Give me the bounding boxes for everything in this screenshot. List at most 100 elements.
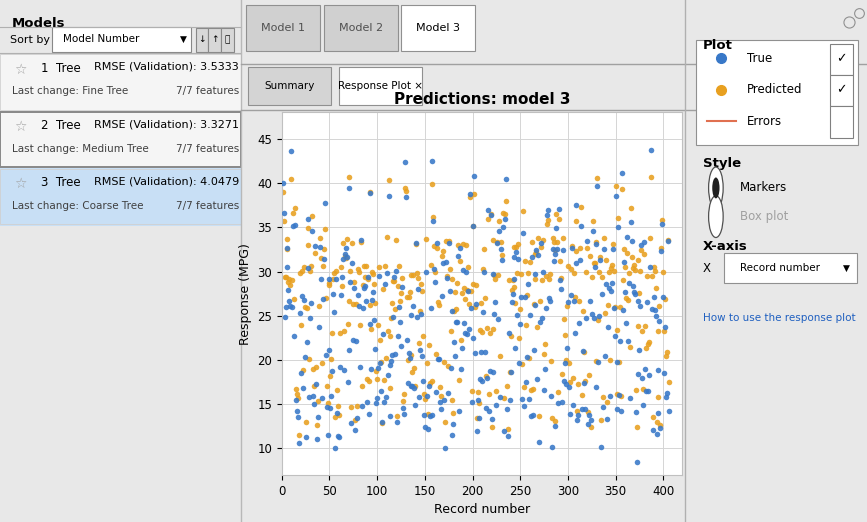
Point: [480, 374, 494, 383]
Point: [486, 236, 499, 244]
Point: [355, 402, 368, 410]
Point: [552, 205, 566, 213]
Point: [639, 344, 653, 352]
Point: [620, 233, 634, 241]
Point: [581, 420, 595, 429]
Point: [328, 308, 342, 316]
Point: [300, 303, 314, 312]
Text: Last change: Medium Tree: Last change: Medium Tree: [12, 144, 149, 153]
Point: [286, 222, 300, 231]
Point: [647, 263, 661, 271]
Point: [618, 263, 632, 271]
Point: [488, 298, 502, 306]
Point: [593, 256, 607, 264]
Point: [323, 279, 336, 287]
Point: [637, 238, 651, 246]
Point: [563, 410, 577, 419]
Point: [388, 272, 401, 281]
Point: [492, 315, 505, 323]
Point: [371, 321, 385, 329]
Point: [554, 285, 568, 293]
Text: 2  Tree: 2 Tree: [41, 119, 81, 132]
Point: [570, 416, 584, 424]
Point: [290, 390, 304, 398]
Point: [290, 385, 303, 393]
Point: [321, 399, 335, 407]
Point: [387, 276, 401, 284]
Point: [284, 175, 298, 183]
Point: [406, 382, 420, 390]
Point: [531, 234, 545, 243]
Point: [305, 212, 319, 220]
Point: [295, 267, 309, 275]
Point: [574, 221, 588, 230]
Point: [396, 396, 410, 405]
Point: [585, 310, 599, 318]
Point: [412, 393, 426, 401]
Point: [382, 412, 396, 420]
Point: [440, 271, 453, 280]
Point: [618, 288, 632, 296]
Point: [349, 416, 362, 424]
Point: [447, 420, 460, 429]
Point: [340, 234, 354, 243]
Point: [297, 296, 310, 305]
Point: [580, 237, 594, 245]
Point: [304, 299, 318, 307]
Point: [447, 409, 460, 418]
Point: [606, 240, 620, 248]
Point: [620, 248, 634, 257]
X-axis label: Record number: Record number: [434, 503, 530, 516]
Point: [443, 264, 457, 272]
Y-axis label: Response (MPG): Response (MPG): [238, 243, 251, 345]
Point: [466, 280, 480, 288]
Point: [587, 314, 601, 323]
Point: [314, 254, 328, 263]
Point: [510, 243, 524, 252]
Point: [371, 364, 385, 373]
Point: [481, 215, 495, 223]
Point: [628, 290, 642, 299]
Point: [434, 383, 447, 391]
Point: [306, 392, 320, 400]
Point: [372, 263, 386, 271]
Point: [316, 262, 329, 270]
Point: [533, 296, 547, 305]
Point: [449, 318, 463, 326]
Point: [458, 295, 472, 303]
Point: [581, 408, 595, 417]
Point: [496, 209, 510, 218]
Point: [427, 217, 440, 225]
Point: [534, 239, 548, 247]
Point: [455, 289, 469, 297]
Point: [567, 296, 581, 305]
Point: [473, 399, 486, 408]
Point: [576, 391, 590, 399]
Point: [648, 306, 662, 314]
Point: [399, 193, 413, 201]
Point: [482, 407, 496, 416]
Point: [286, 209, 300, 217]
FancyBboxPatch shape: [724, 253, 857, 283]
Point: [404, 311, 418, 319]
Point: [297, 303, 311, 312]
Point: [510, 248, 524, 256]
Point: [434, 392, 448, 400]
FancyBboxPatch shape: [323, 5, 397, 51]
Point: [311, 412, 325, 421]
Point: [562, 383, 576, 391]
Point: [424, 261, 438, 269]
Point: [662, 235, 675, 244]
Point: [616, 276, 630, 284]
Point: [446, 431, 460, 440]
Point: [367, 270, 381, 278]
Point: [559, 356, 573, 364]
Point: [466, 222, 479, 230]
Point: [381, 192, 395, 200]
Point: [315, 394, 329, 402]
Point: [629, 386, 642, 394]
Text: Plot: Plot: [703, 39, 733, 52]
Point: [423, 411, 437, 420]
Point: [414, 310, 428, 318]
Point: [480, 323, 494, 331]
